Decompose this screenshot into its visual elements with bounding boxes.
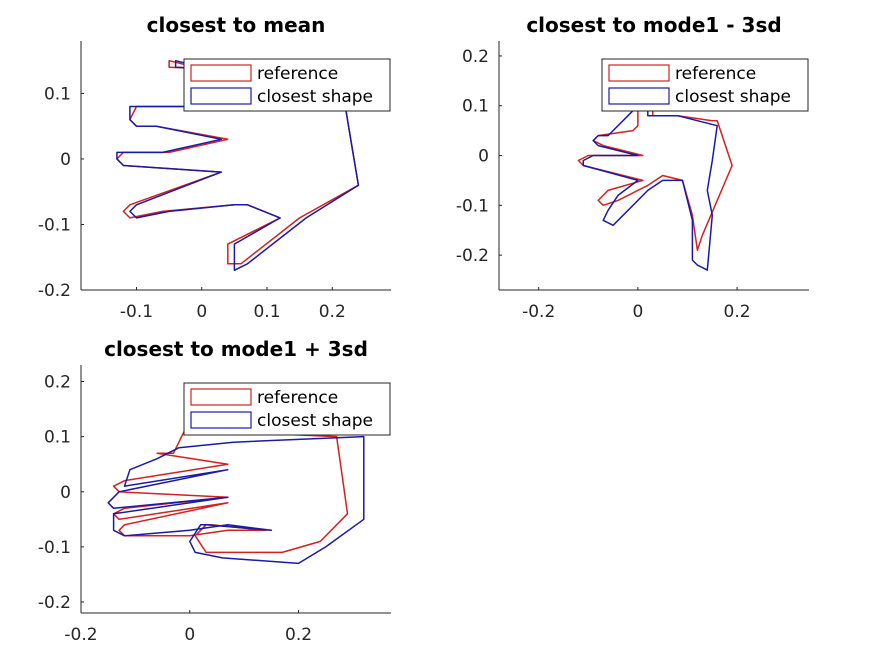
x-tick-label: 0 bbox=[184, 625, 195, 645]
x-tick-label: -0.2 bbox=[522, 302, 555, 322]
x-tick-label: 0.2 bbox=[724, 302, 751, 322]
series-closest-shape-line bbox=[582, 104, 718, 271]
x-tick-label: 0.1 bbox=[253, 302, 280, 322]
y-tick-label: 0.1 bbox=[44, 428, 71, 448]
subplot-3: closest to mode1 + 3sd -0.2 0 0.2 -0.2 -0.1 0 0… bbox=[38, 337, 391, 645]
y-tick-label: -0.2 bbox=[38, 281, 71, 301]
y-tick-label: 0.1 bbox=[462, 97, 489, 117]
y-tick-label: -0.1 bbox=[38, 215, 71, 235]
subplot-1: closest to mean -0.1 0 0.1 0.2 -0.2 -0.1 0 0.1 re… bbox=[38, 13, 391, 322]
legend-swatch bbox=[190, 87, 252, 105]
x-tick-label: 0.2 bbox=[319, 302, 346, 322]
legend-swatch bbox=[608, 64, 670, 82]
x-tick-label: -0.1 bbox=[120, 302, 153, 322]
legend-label: reference bbox=[675, 64, 756, 84]
x-tick-label: 0 bbox=[632, 302, 643, 322]
legend: reference closest shape bbox=[183, 58, 391, 112]
y-tick-label: -0.2 bbox=[456, 246, 489, 266]
series-closest-shape-line bbox=[107, 435, 365, 565]
y-tick-label: 0.2 bbox=[462, 47, 489, 67]
series-closest-shape-line bbox=[116, 59, 360, 272]
legend-box bbox=[601, 58, 809, 112]
y-tick-label: 0 bbox=[478, 147, 489, 167]
legend-swatch bbox=[190, 388, 252, 406]
series-reference-line bbox=[112, 424, 349, 554]
legend-swatch bbox=[190, 411, 252, 429]
legend-label: closest shape bbox=[257, 87, 373, 107]
series-reference-line bbox=[116, 59, 360, 265]
legend-label: reference bbox=[257, 388, 338, 408]
legend-label: closest shape bbox=[257, 411, 373, 431]
x-tick-label: 0.2 bbox=[285, 625, 312, 645]
legend: reference closest shape bbox=[183, 382, 391, 436]
legend-swatch bbox=[608, 87, 670, 105]
subplot-title: closest to mean bbox=[147, 13, 326, 37]
legend-box bbox=[183, 382, 391, 436]
x-tick-label: 0 bbox=[196, 302, 207, 322]
legend-label: closest shape bbox=[675, 87, 791, 107]
legend: reference closest shape bbox=[601, 58, 809, 112]
subplot-2: closest to mode1 - 3sd -0.2 0 0.2 -0.2 -0.1 0 0… bbox=[456, 13, 809, 322]
y-tick-label: 0 bbox=[60, 150, 71, 170]
legend-swatch bbox=[190, 64, 252, 82]
y-tick-label: 0.2 bbox=[44, 373, 71, 393]
x-tick-label: -0.2 bbox=[64, 625, 97, 645]
legend-box bbox=[183, 58, 391, 112]
legend-label: reference bbox=[257, 64, 338, 84]
y-tick-label: 0 bbox=[60, 483, 71, 503]
y-tick-label: -0.2 bbox=[38, 593, 71, 613]
y-tick-label: 0.1 bbox=[44, 84, 71, 104]
y-tick-label: -0.1 bbox=[456, 196, 489, 216]
y-tick-label: -0.1 bbox=[38, 538, 71, 558]
subplot-title: closest to mode1 + 3sd bbox=[104, 337, 368, 361]
subplot-title: closest to mode1 - 3sd bbox=[526, 13, 781, 37]
